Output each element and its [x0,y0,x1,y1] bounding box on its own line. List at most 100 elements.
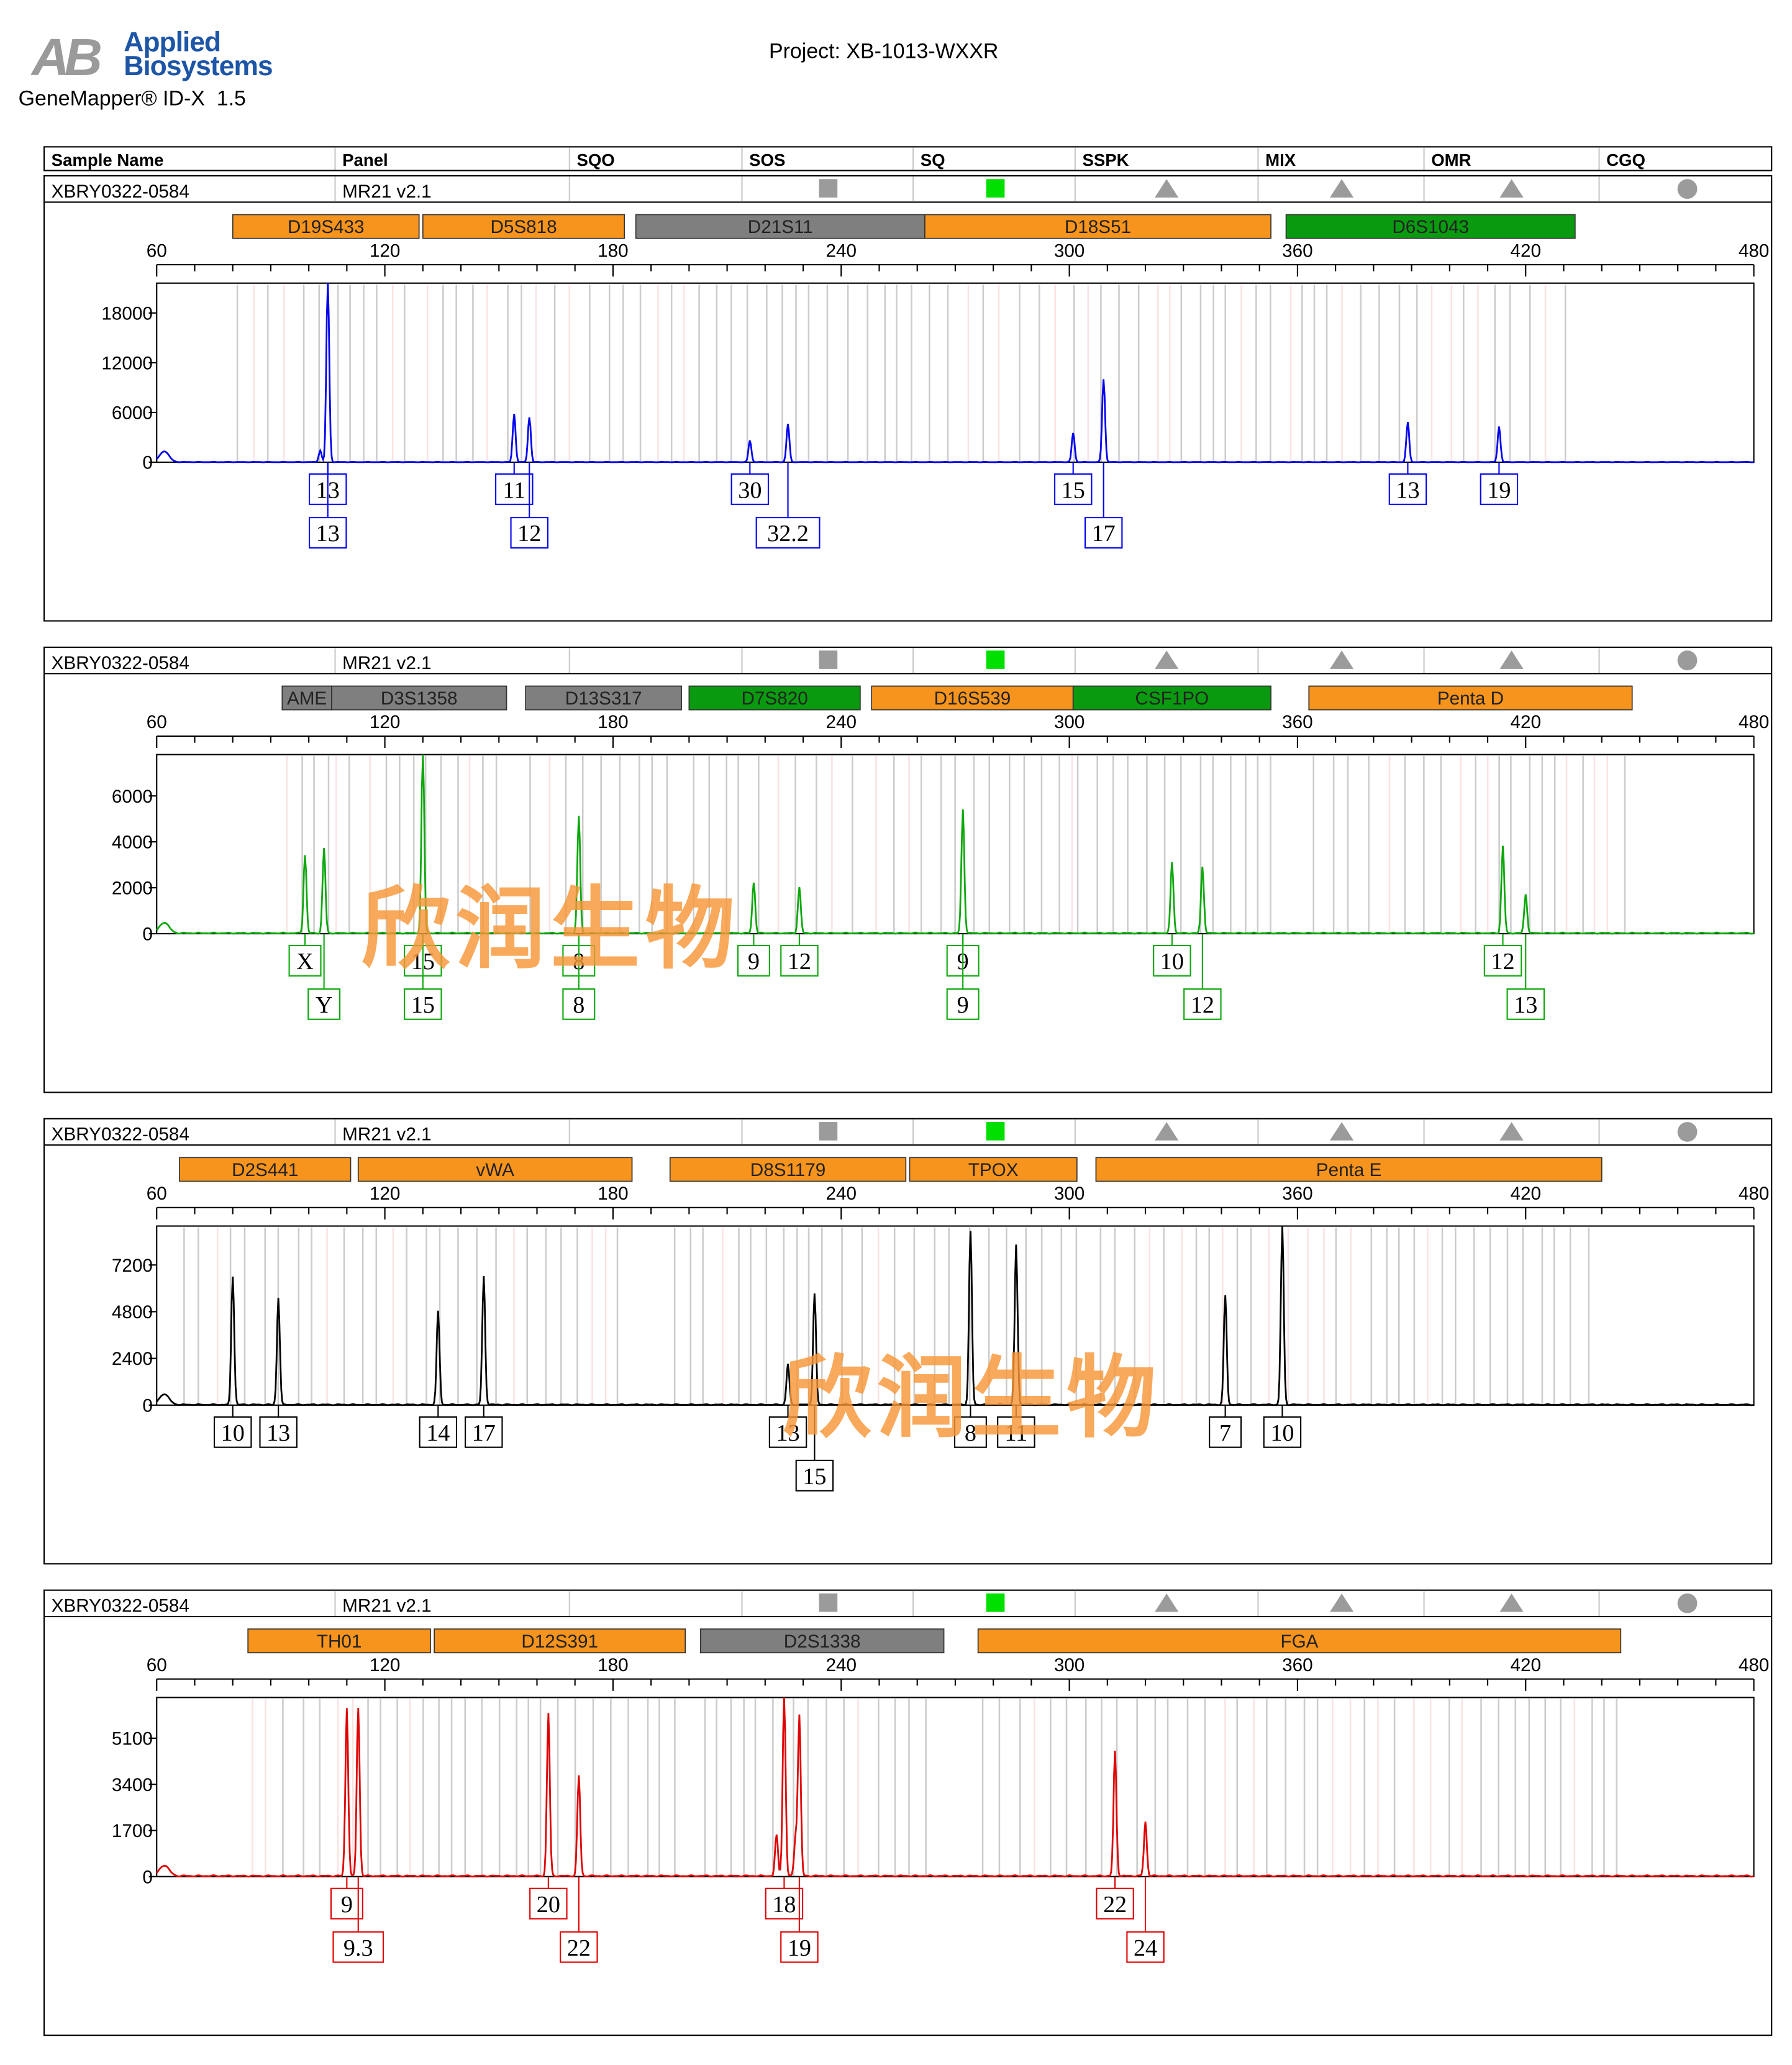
allele-call[interactable]: 20 [529,1887,568,1920]
col-omr[interactable]: OMR [1431,150,1471,170]
flag-mix-triangle-icon[interactable] [1329,1593,1354,1612]
allele-call[interactable]: 7 [1209,1416,1242,1448]
allele-call[interactable]: 17 [465,1416,503,1448]
locus-bar[interactable]: D5S818 [422,214,625,239]
allele-call[interactable]: 13 [1506,988,1545,1020]
allele-call[interactable]: 12 [510,517,548,549]
flag-sos-square-icon[interactable] [819,179,838,198]
locus-bar[interactable]: D2S441 [179,1157,352,1182]
flag-omr-triangle-icon[interactable] [1499,1593,1524,1612]
sample-row[interactable]: XBRY0322-0584 MR21 v2.1 [45,647,1772,675]
allele-call[interactable]: 10 [1263,1416,1302,1448]
locus-bar[interactable]: TH01 [247,1628,431,1654]
locus-bar[interactable]: D6S1043 [1285,214,1576,239]
locus-bar[interactable]: D7S820 [688,685,861,711]
allele-call[interactable]: 13 [309,517,347,549]
allele-call[interactable]: 10 [1153,944,1191,977]
allele-call[interactable]: 10 [213,1416,252,1448]
flag-omr-triangle-icon[interactable] [1499,179,1524,198]
allele-call[interactable]: 32.2 [755,517,821,549]
allele-call[interactable]: 12 [1183,988,1222,1020]
sample-row[interactable]: XBRY0322-0584 MR21 v2.1 [45,176,1772,203]
col-panel[interactable]: Panel [342,150,388,170]
flag-sspk-triangle-icon[interactable] [1155,179,1179,198]
allele-call[interactable]: 13 [768,1416,807,1448]
allele-call[interactable]: 19 [1480,473,1519,505]
locus-bar[interactable]: D16S539 [871,685,1074,711]
flag-sq-square-icon[interactable] [986,179,1005,198]
flag-sq-square-icon[interactable] [986,1122,1005,1141]
allele-call[interactable]: 15 [404,988,442,1020]
locus-bar[interactable]: D8S1179 [669,1157,907,1182]
allele-call[interactable]: X [288,944,322,977]
allele-call[interactable]: 22 [560,1931,598,1963]
allele-call[interactable]: 17 [1084,517,1123,549]
flag-sspk-triangle-icon[interactable] [1155,1122,1179,1141]
flag-omr-triangle-icon[interactable] [1499,650,1524,669]
locus-label: D16S539 [934,688,1011,709]
flag-sos-square-icon[interactable] [819,1593,838,1612]
col-sspk[interactable]: SSPK [1082,150,1129,170]
flag-sq-square-icon[interactable] [986,1593,1005,1612]
allele-call[interactable]: 14 [419,1416,458,1448]
flag-sos-square-icon[interactable] [819,1122,838,1141]
locus-bar[interactable]: TPOX [909,1157,1078,1182]
col-sq[interactable]: SQ [920,150,945,170]
allele-label: 15 [1062,477,1085,503]
allele-call[interactable]: Y [307,988,341,1020]
flag-cgq-circle-icon[interactable] [1677,1593,1698,1613]
locus-bar[interactable]: Penta D [1308,685,1633,711]
allele-call[interactable]: 11 [997,1416,1035,1448]
locus-bar[interactable]: Penta E [1095,1157,1603,1182]
allele-call[interactable]: 12 [780,944,819,977]
flag-cgq-circle-icon[interactable] [1677,650,1698,670]
locus-bar[interactable]: D21S11 [635,214,926,239]
flag-sos-square-icon[interactable] [819,650,838,669]
col-mix[interactable]: MIX [1265,150,1296,170]
locus-bar[interactable]: D2S1338 [699,1628,945,1654]
allele-call[interactable]: 13 [1388,473,1427,505]
allele-label: 18 [772,1892,796,1918]
flag-sq-square-icon[interactable] [986,650,1005,669]
allele-call[interactable]: 18 [765,1887,804,1920]
locus-bar[interactable]: D3S1358 [331,685,507,711]
allele-call[interactable]: 24 [1126,1931,1165,1963]
allele-call[interactable]: 11 [495,473,534,505]
locus-bar[interactable]: D19S433 [232,214,420,239]
allele-call[interactable]: 8 [953,1416,987,1448]
locus-bar[interactable]: vWA [357,1157,633,1182]
allele-call[interactable]: 22 [1096,1887,1134,1920]
allele-call[interactable]: 8 [562,988,596,1020]
allele-call[interactable]: 12 [1483,944,1522,977]
allele-call[interactable]: 15 [795,1459,834,1492]
flag-cgq-circle-icon[interactable] [1677,1122,1698,1142]
flag-mix-triangle-icon[interactable] [1329,650,1354,669]
flag-omr-triangle-icon[interactable] [1499,1122,1524,1141]
flag-mix-triangle-icon[interactable] [1329,1122,1354,1141]
col-sqo[interactable]: SQO [576,150,615,170]
allele-call[interactable]: 13 [259,1416,298,1448]
allele-bin [1087,284,1089,463]
allele-call[interactable]: 30 [730,473,770,505]
allele-call[interactable]: 9.3 [332,1931,384,1963]
locus-bar[interactable]: D18S51 [924,214,1271,239]
locus-bar[interactable]: D12S391 [434,1628,686,1654]
locus-bar[interactable]: CSF1PO [1072,685,1271,711]
sample-row[interactable]: XBRY0322-0584 MR21 v2.1 [45,1119,1772,1146]
flag-sspk-triangle-icon[interactable] [1155,1593,1179,1612]
allele-call[interactable]: 9 [330,1887,363,1920]
locus-bar[interactable]: AME [281,685,332,711]
flag-mix-triangle-icon[interactable] [1329,179,1354,198]
allele-call[interactable]: 9 [946,988,980,1020]
flag-sspk-triangle-icon[interactable] [1155,650,1179,669]
allele-call[interactable]: 15 [1053,473,1093,505]
flag-cgq-circle-icon[interactable] [1677,179,1698,199]
allele-call[interactable]: 9 [737,944,770,977]
col-sample-name[interactable]: Sample Name [51,150,164,170]
col-cgq[interactable]: CGQ [1606,150,1645,170]
sample-row[interactable]: XBRY0322-0584 MR21 v2.1 [45,1590,1772,1618]
locus-bar[interactable]: FGA [977,1628,1622,1654]
allele-call[interactable]: 19 [780,1931,819,1963]
locus-bar[interactable]: D13S317 [525,685,682,711]
col-sos[interactable]: SOS [749,150,786,170]
